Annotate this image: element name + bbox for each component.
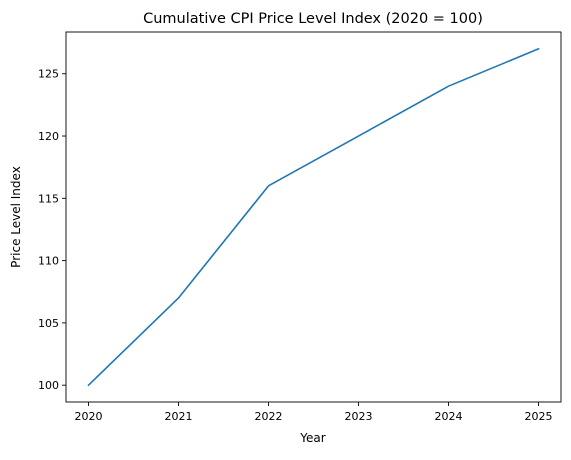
- x-axis-label: Year: [299, 431, 325, 445]
- y-tick-label: 105: [38, 317, 59, 330]
- y-tick-label: 120: [38, 130, 59, 143]
- x-tick-label: 2024: [435, 410, 463, 423]
- y-tick-label: 115: [38, 192, 59, 205]
- x-tick-label: 2025: [525, 410, 553, 423]
- plot-frame: [65, 31, 562, 403]
- y-tick-label: 125: [38, 68, 59, 81]
- y-tick-label: 110: [38, 255, 59, 268]
- x-tick-label: 2021: [165, 410, 193, 423]
- x-tick-label: 2022: [255, 410, 283, 423]
- x-tick-label: 2020: [75, 410, 103, 423]
- chart-title: Cumulative CPI Price Level Index (2020 =…: [143, 11, 483, 27]
- x-tick-label: 2023: [345, 410, 373, 423]
- y-axis-label: Price Level Index: [9, 166, 23, 268]
- series-line-0: [87, 47, 540, 387]
- y-tick-label: 100: [38, 379, 59, 392]
- plot-area: 2020 2021 2022 2023 2024 2025 100 105 110 115 120 1…: [38, 31, 562, 423]
